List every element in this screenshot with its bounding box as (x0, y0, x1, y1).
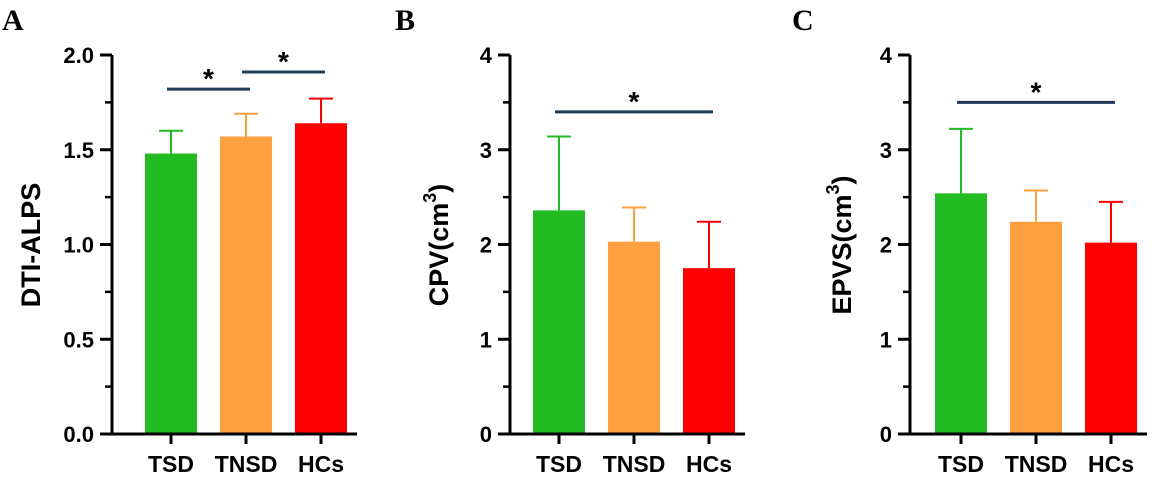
bar-hcs (683, 268, 735, 434)
panel-letter: C (792, 4, 814, 37)
y-axis-title: EPVS(cm3) (823, 175, 857, 314)
y-tick-label: 0 (880, 422, 892, 447)
x-tick-label: HCs (1088, 451, 1134, 477)
x-tick-label: TNSD (215, 451, 278, 477)
y-axis-title-text: EPVS(cm (827, 194, 857, 314)
y-axis-title-tail: ) (827, 175, 857, 184)
y-axis-title: CPV(cm3) (420, 184, 454, 307)
y-tick-label: 2 (880, 233, 892, 258)
chart-dti-alps: 0.0 0.5 1.0 1.5 2.0 TSD TNSD HCs * * (63, 43, 357, 477)
x-tick-label: TNSD (603, 451, 666, 477)
x-tick-label: TSD (938, 451, 984, 477)
y-tick-label: 1 (480, 327, 492, 352)
bar-tsd (533, 210, 585, 434)
significance-star: * (278, 46, 289, 77)
y-tick-label: 2.0 (63, 43, 94, 68)
y-axis-title-superscript: 3 (823, 184, 843, 194)
y-axis-title: DTI-ALPS (16, 183, 46, 308)
bar-tsd (935, 193, 987, 434)
y-tick-label: 3 (480, 138, 492, 163)
y-tick-label: 4 (480, 43, 493, 68)
bar-tnsd (1010, 221, 1062, 434)
panel-letter: A (2, 4, 24, 37)
y-axis-title-superscript: 3 (420, 193, 440, 203)
x-tick-label: HCs (686, 451, 732, 477)
chart-epvs: 0 1 2 3 4 TSD TNSD HCs * (880, 43, 1147, 477)
y-axis-title-text: CPV(cm (424, 203, 454, 307)
y-tick-label: 0 (480, 422, 492, 447)
significance-star: * (629, 86, 640, 117)
x-tick-label: TNSD (1005, 451, 1068, 477)
panel-a: A 0.0 0.5 1.0 1.5 2.0 TSD TNSD HCs * * DTI-ALPS (2, 4, 357, 477)
significance-star: * (203, 63, 214, 94)
chart-cpv: 0 1 2 3 4 TSD TNSD HCs * (480, 43, 745, 477)
bar-tnsd (220, 136, 272, 435)
y-tick-label: 1 (880, 327, 892, 352)
bar-hcs (1085, 242, 1137, 434)
significance-star: * (1031, 76, 1042, 107)
y-tick-label: 0.5 (63, 327, 94, 352)
y-axis-title-text: DTI-ALPS (16, 183, 46, 308)
y-tick-label: 3 (880, 138, 892, 163)
x-tick-label: TSD (536, 451, 582, 477)
x-tick-label: TSD (148, 451, 194, 477)
bar-tsd (145, 153, 197, 435)
y-tick-label: 4 (880, 43, 893, 68)
bar-hcs (295, 123, 347, 434)
y-tick-label: 1.0 (63, 233, 94, 258)
y-tick-label: 0.0 (63, 422, 94, 447)
y-tick-label: 2 (480, 233, 492, 258)
x-tick-label: HCs (298, 451, 344, 477)
y-axis-title-tail: ) (424, 184, 454, 193)
y-tick-label: 1.5 (63, 138, 94, 163)
panel-letter: B (395, 4, 415, 37)
bar-tnsd (608, 241, 660, 434)
